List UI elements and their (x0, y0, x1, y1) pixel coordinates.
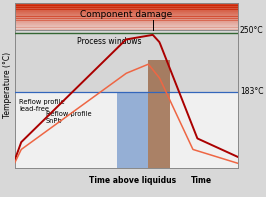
Text: Time: Time (191, 176, 213, 185)
Bar (15, 16, 238, 17)
Bar (15, 3, 238, 4)
Bar (15, 17, 238, 18)
Bar (15, 20, 238, 21)
Bar (15, 24, 238, 25)
Bar (15, 27, 238, 28)
Bar (15, 4, 238, 5)
Bar (15, 18, 238, 19)
Bar (15, 10, 238, 11)
Bar (15, 9, 238, 10)
Text: 250°C: 250°C (240, 26, 263, 35)
Bar (15, 23, 238, 24)
Text: Reflow profile
SnPb: Reflow profile SnPb (46, 111, 92, 124)
Bar (15, 25, 238, 26)
Bar (15, 22, 238, 23)
Bar (15, 8, 238, 9)
Bar (15, 7, 238, 8)
Bar (15, 20, 238, 21)
Bar (15, 3, 238, 4)
Text: Component damage: Component damage (80, 10, 172, 19)
Bar (15, 29, 238, 30)
Bar (15, 9, 238, 10)
Bar (15, 6, 238, 7)
Bar (15, 5, 238, 6)
Bar (148, 60, 169, 168)
Bar (15, 29, 238, 30)
Bar (117, 92, 148, 168)
Bar (15, 26, 238, 27)
Bar (15, 7, 238, 8)
Bar (15, 11, 238, 12)
Bar (15, 14, 238, 15)
Bar (15, 13, 238, 14)
Text: 183°C: 183°C (240, 87, 263, 96)
Text: Time above liquidus: Time above liquidus (89, 176, 176, 185)
Bar (15, 21, 238, 22)
Bar (15, 22, 238, 23)
Y-axis label: Temperature (°C): Temperature (°C) (3, 52, 12, 118)
Text: Process windows: Process windows (77, 37, 142, 46)
Bar (15, 15, 238, 16)
Bar (15, 28, 238, 29)
Bar (15, 30, 238, 92)
Bar (15, 16, 238, 17)
Bar (15, 27, 238, 28)
Bar (15, 12, 238, 13)
Bar (15, 19, 238, 20)
Text: Reflow profile
lead-free: Reflow profile lead-free (19, 99, 65, 112)
Bar (15, 5, 238, 6)
